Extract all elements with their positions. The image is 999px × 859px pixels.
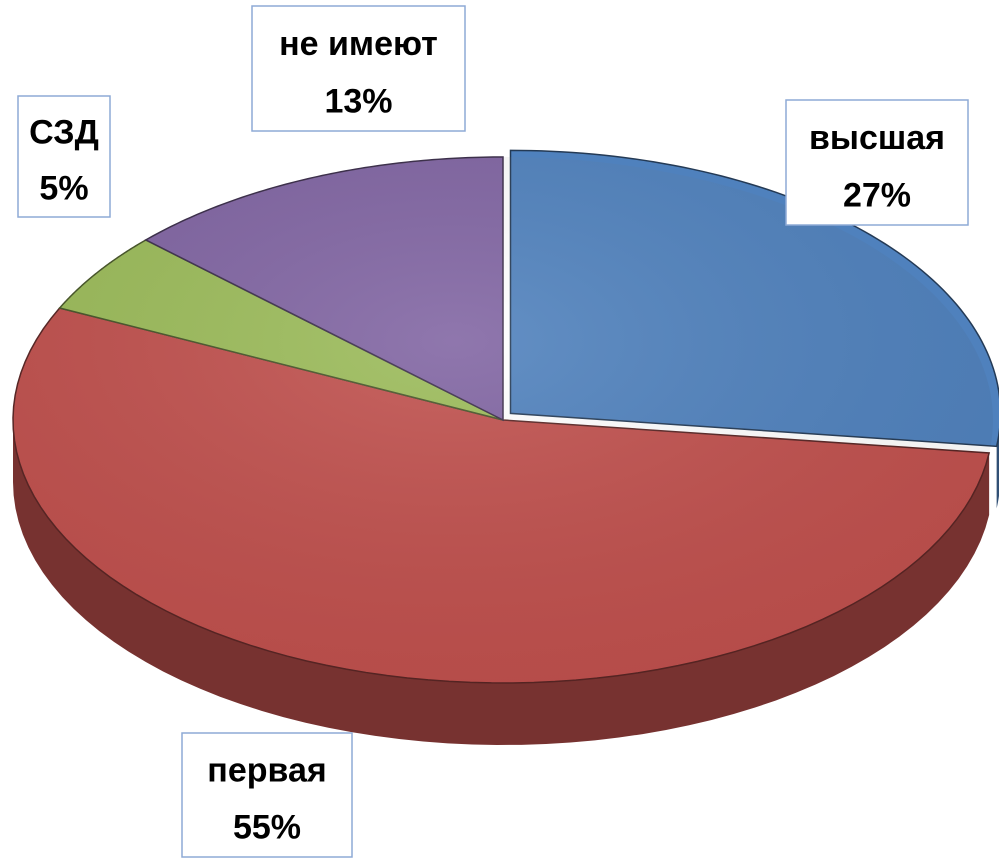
labels: высшая 27% первая 55% СЗД 5% не имеют 13% xyxy=(17,5,969,858)
label-box xyxy=(181,732,353,858)
value-label: 27% xyxy=(843,176,911,214)
pie xyxy=(12,149,999,745)
value-label: 5% xyxy=(39,169,88,207)
value-label: 13% xyxy=(324,82,392,120)
label-box xyxy=(17,95,111,218)
label-box xyxy=(251,5,466,132)
category-label: не имеют xyxy=(279,25,438,63)
slice-side xyxy=(996,433,999,509)
category-label: первая xyxy=(207,752,326,790)
category-label: высшая xyxy=(809,119,945,157)
label-box xyxy=(785,99,969,226)
category-label: СЗД xyxy=(29,114,99,152)
value-label: 55% xyxy=(233,809,301,847)
